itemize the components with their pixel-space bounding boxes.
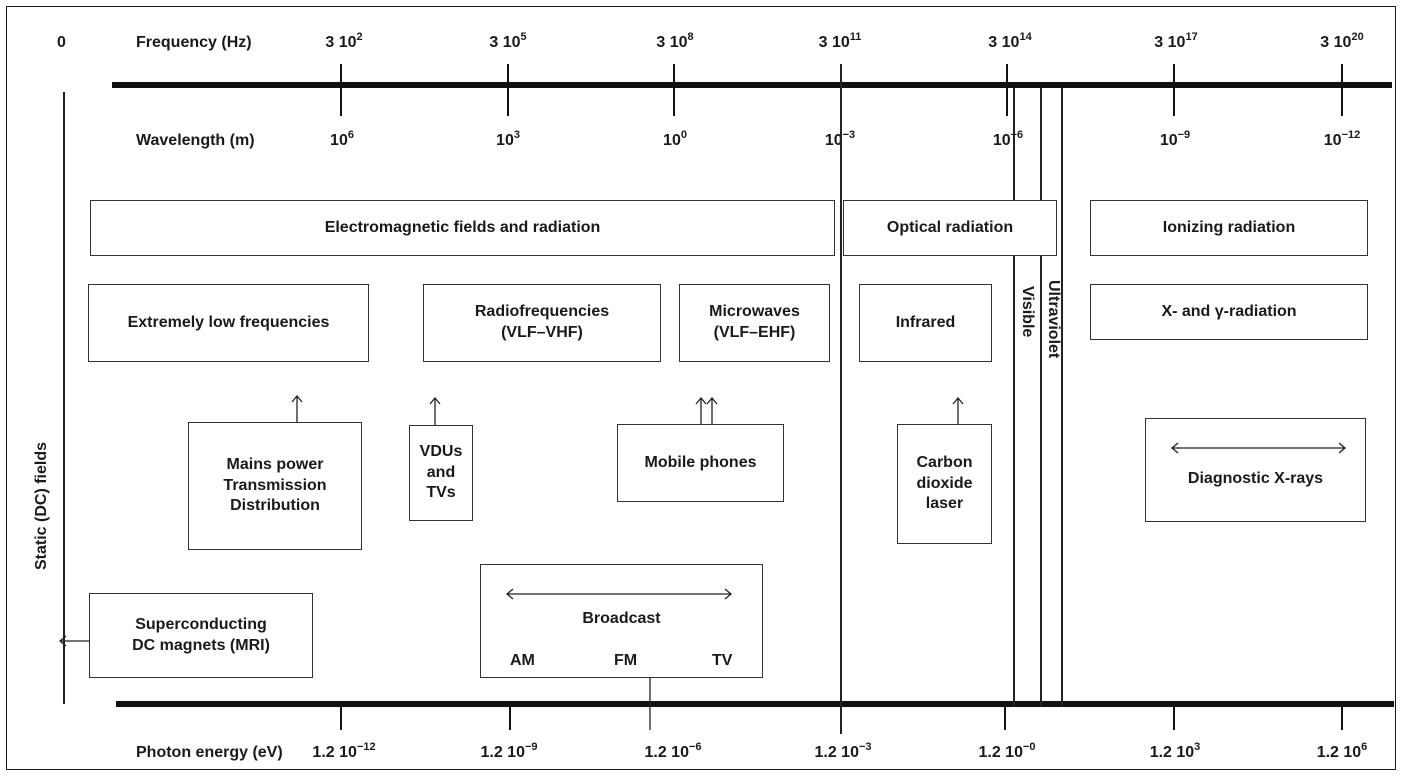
wavelength-axis-label: Wavelength (m)	[136, 132, 255, 149]
energy-tick-label: 1.2 10−9	[480, 741, 538, 762]
ionizing-radiation-box: Ionizing radiation	[1090, 200, 1368, 256]
vdu-arrowhead	[429, 396, 441, 405]
mobile-arrowhead-1	[695, 396, 707, 405]
broadcast-fm-label: FM	[614, 652, 638, 669]
diagnostic-arrowhead-left	[1170, 442, 1179, 454]
wavelength-tick-label: 10−12	[1323, 129, 1361, 150]
photon-energy-axis	[116, 701, 1394, 707]
energy-tick	[1004, 706, 1006, 730]
broadcast-tv-label: TV	[712, 652, 733, 669]
radiofrequencies-box: Radiofrequencies (VLF–VHF)	[423, 284, 661, 362]
wavelength-tick-label: 100	[663, 129, 687, 150]
frequency-axis-label: Frequency (Hz)	[136, 34, 252, 51]
freq-tick	[340, 64, 342, 116]
freq-tick	[1341, 64, 1343, 116]
diagnostic-xrays-label: Diagnostic X-rays	[1187, 469, 1324, 487]
energy-tick-label: 1.2 103	[1149, 741, 1201, 762]
freq-tick	[1006, 64, 1008, 116]
microwaves-box: Microwaves (VLF–EHF)	[679, 284, 830, 362]
energy-tick	[509, 706, 511, 730]
energy-tick-label: 1.2 10−6	[644, 741, 702, 762]
broadcast-label: Broadcast	[582, 610, 661, 627]
broadcast-am-label: AM	[510, 652, 535, 669]
infrared-box: Infrared	[859, 284, 992, 362]
elf-box: Extremely low frequencies	[88, 284, 369, 362]
frequency-tick-label: 3 108	[656, 31, 694, 52]
divider-1e-3	[840, 64, 842, 734]
frequency-axis	[112, 82, 1392, 88]
energy-tick-label: 1.2 10−0	[978, 741, 1036, 762]
frequency-tick-label: 3 1020	[1320, 31, 1364, 52]
energy-tick-label: 1.2 10−3	[814, 741, 872, 762]
wavelength-tick-label: 10−9	[1159, 129, 1191, 150]
vdus-tvs-box: VDUs and TVs	[409, 425, 473, 521]
divider-uv-right	[1061, 88, 1063, 706]
optical-radiation-box: Optical radiation	[843, 200, 1057, 256]
broadcast-arrowhead-left	[505, 588, 514, 600]
mri-magnets-box: Superconducting DC magnets (MRI)	[89, 593, 313, 678]
diagnostic-arrowhead-right	[1338, 442, 1347, 454]
mri-arrowhead	[58, 635, 67, 647]
frequency-tick-label: 3 1011	[818, 31, 862, 52]
energy-tick	[1341, 706, 1343, 730]
zero-label: 0	[57, 34, 66, 51]
divider-visible-right	[1040, 88, 1042, 706]
frequency-tick-label: 3 1014	[988, 31, 1032, 52]
energy-tick	[1173, 706, 1175, 730]
freq-tick	[507, 64, 509, 116]
photon-energy-axis-label: Photon energy (eV)	[136, 744, 283, 761]
mobile-arrowhead-2	[706, 396, 718, 405]
wavelength-tick-label: 10−6	[992, 129, 1024, 150]
energy-tick-label: 1.2 106	[1316, 741, 1368, 762]
wavelength-tick-label: 10−3	[824, 129, 856, 150]
energy-tick-label: 1.2 10−12	[312, 741, 376, 762]
wavelength-tick-label: 106	[330, 129, 354, 150]
static-field-line	[63, 92, 65, 704]
broadcast-arrowhead-right	[724, 588, 733, 600]
mains-arrowhead	[291, 394, 303, 403]
em-fields-box: Electromagnetic fields and radiation	[90, 200, 835, 256]
wavelength-tick-label: 103	[496, 129, 520, 150]
mobile-phones-box: Mobile phones	[617, 424, 784, 502]
mains-power-box: Mains power Transmission Distribution	[188, 422, 362, 550]
co2-laser-box: Carbon dioxide laser	[897, 424, 992, 544]
diagnostic-xrays-box: Diagnostic X-rays	[1145, 418, 1366, 522]
freq-tick	[673, 64, 675, 116]
frequency-tick-label: 3 102	[325, 31, 363, 52]
freq-tick	[1173, 64, 1175, 116]
frequency-tick-label: 3 1017	[1154, 31, 1198, 52]
divider-visible-left	[1013, 88, 1015, 706]
xray-gamma-box: X- and γ-radiation	[1090, 284, 1368, 340]
frequency-tick-label: 3 105	[489, 31, 527, 52]
co2-arrowhead	[952, 396, 964, 405]
diagram-frame	[6, 6, 1396, 770]
energy-tick	[340, 706, 342, 730]
broadcast-box: Broadcast AM FM TV	[480, 564, 763, 678]
